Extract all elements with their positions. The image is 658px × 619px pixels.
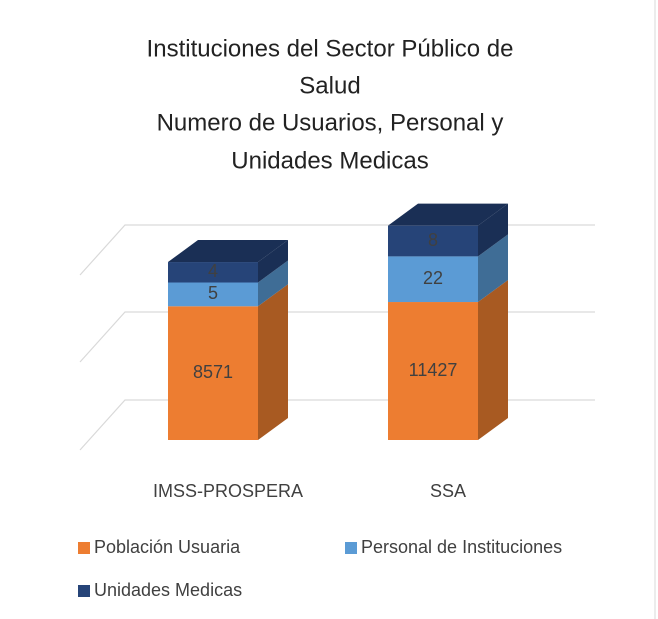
- bar-segment: [168, 282, 258, 307]
- data-label: 4: [208, 261, 218, 281]
- legend-swatch: [78, 585, 90, 597]
- legend-swatch: [78, 542, 90, 554]
- bar-side: [478, 203, 508, 257]
- x-tick-label: SSA: [430, 481, 466, 501]
- chart-title: Unidades Medicas: [231, 147, 428, 174]
- bar-side: [478, 234, 508, 303]
- chart-title: Numero de Usuarios, Personal y: [157, 109, 504, 136]
- bar-side: [258, 260, 288, 307]
- data-label: 11427: [409, 360, 458, 380]
- legend-label: Personal de Instituciones: [361, 537, 562, 557]
- data-label: 5: [208, 283, 218, 303]
- bar-segment: [168, 262, 258, 283]
- data-label: 8: [428, 230, 438, 250]
- bar-side: [478, 280, 508, 440]
- data-label: 22: [423, 268, 443, 288]
- chart-title: Instituciones del Sector Público de: [147, 35, 514, 62]
- x-tick-label: IMSS-PROSPERA: [153, 481, 303, 501]
- bar-segment: [388, 302, 478, 440]
- bar-segment: [168, 306, 258, 440]
- bar-segment: [388, 256, 478, 303]
- legend-label: Población Usuaria: [94, 537, 241, 557]
- bar-side: [258, 284, 288, 440]
- legend-label: Unidades Medicas: [94, 580, 242, 600]
- chart-title: Salud: [299, 72, 360, 99]
- bar-top: [388, 203, 508, 226]
- bar-top: [168, 240, 288, 263]
- legend-swatch: [345, 542, 357, 554]
- bar-side: [258, 240, 288, 283]
- bar-segment: [388, 225, 478, 257]
- data-label: 8571: [193, 362, 233, 382]
